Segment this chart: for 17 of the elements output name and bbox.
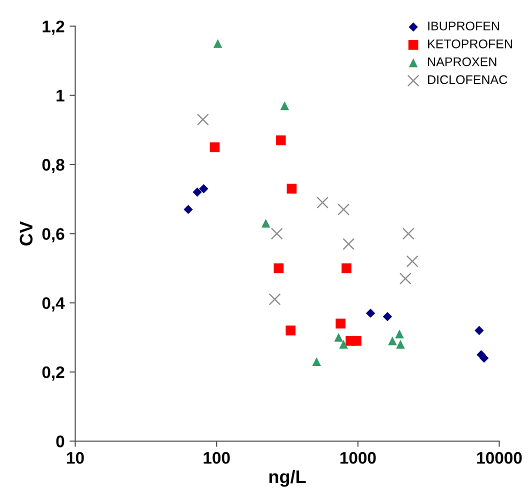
x-axis-title: ng/L [269,470,306,487]
x-tick-label: 100 [204,452,230,464]
y-tick-label: 0,2 [42,366,64,381]
y-tick-label: 0,8 [42,158,64,174]
legend-label: DICLOFENAC [428,75,508,84]
x-tick-label: 10000 [477,452,522,464]
legend-label: IBUPROFEN [428,22,499,30]
y-tick-label: 1,2 [42,20,64,35]
x-tick-label: 10 [67,452,84,464]
y-tick-label: 0,4 [42,297,65,312]
x-tick-label: 1000 [340,452,376,464]
y-tick-label: 1 [56,90,64,102]
legend-label: NAPROXEN [428,57,496,66]
y-axis-title: CV [20,221,33,246]
y-tick-label: 0 [56,436,64,448]
y-tick-label: 0,6 [42,228,64,242]
legend-label: KETOPROFEN [428,39,512,48]
